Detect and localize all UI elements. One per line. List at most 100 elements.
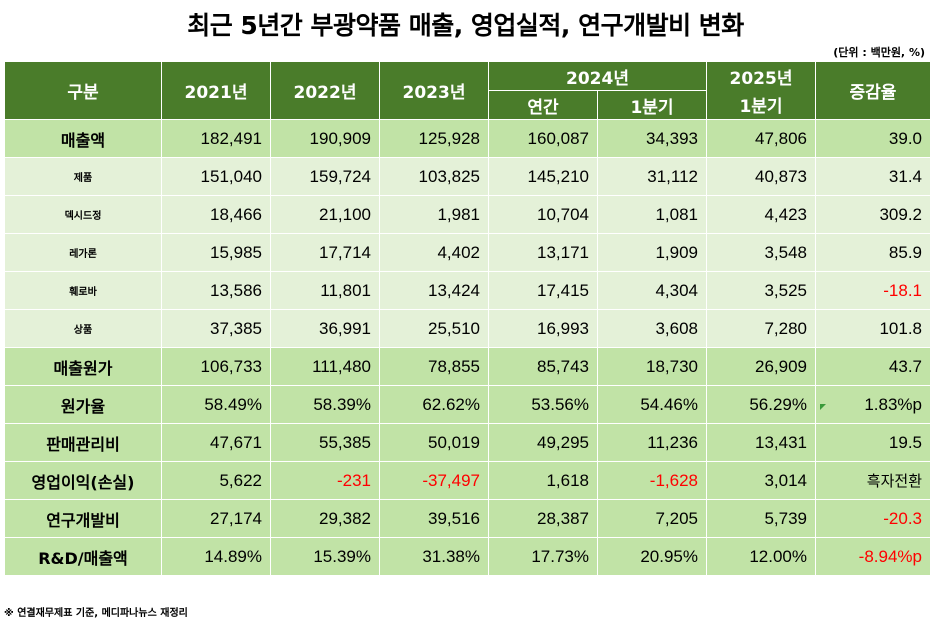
table-cell: 4,402 (379, 233, 489, 272)
table-cell: 16,993 (488, 309, 598, 348)
table-cell: -8.94%p (815, 537, 931, 576)
table-cell: 27,174 (161, 499, 271, 538)
table-cell: 53.56% (488, 385, 598, 424)
table-cell: 17,415 (488, 271, 598, 310)
table-row: 매출원가 106,733 111,480 78,855 85,743 18,730 26,9… (4, 347, 931, 386)
table-cell: 43.7 (815, 347, 931, 386)
table-body: 매출액 182,491 190,909 125,928 160,087 34,393 47,… (4, 119, 931, 576)
table-cell: 40,873 (706, 157, 816, 196)
table-row: 매출액 182,491 190,909 125,928 160,087 34,393 47,… (4, 119, 931, 158)
table-cell: 흑자전환 (815, 461, 931, 500)
table-cell: 13,171 (488, 233, 598, 272)
table-cell: 151,040 (161, 157, 271, 196)
table-cell: 182,491 (161, 119, 271, 158)
table-cell: -37,497 (379, 461, 489, 500)
table-cell: 1,081 (597, 195, 707, 234)
row-label: 레가론 (4, 233, 162, 272)
table-cell: 4,423 (706, 195, 816, 234)
table-cell: 13,424 (379, 271, 489, 310)
table-cell: 125,928 (379, 119, 489, 158)
table-cell: 85.9 (815, 233, 931, 272)
table-cell: 18,730 (597, 347, 707, 386)
table-cell: 101.8 (815, 309, 931, 348)
table-row: 영업이익(손실) 5,622 -231 -37,497 1,618 -1,628 3,014… (4, 461, 931, 500)
header-change: 증감율 (815, 61, 931, 120)
header-2025-q1: 1분기 (706, 90, 816, 120)
table-cell: 145,210 (488, 157, 598, 196)
table-cell: 19.5 (815, 423, 931, 462)
table-cell: 11,236 (597, 423, 707, 462)
table-cell: 58.39% (270, 385, 380, 424)
table-cell: 31.38% (379, 537, 489, 576)
row-label: 상품 (4, 309, 162, 348)
table-cell: -1,628 (597, 461, 707, 500)
table-cell: 5,622 (161, 461, 271, 500)
header-2022: 2022년 (270, 61, 380, 120)
table-row: 판매관리비 47,671 55,385 50,019 49,295 11,236 13,43… (4, 423, 931, 462)
table-cell: 36,991 (270, 309, 380, 348)
table-cell: 7,280 (706, 309, 816, 348)
row-label: 제품 (4, 157, 162, 196)
table-cell: 5,739 (706, 499, 816, 538)
table-cell: 3,548 (706, 233, 816, 272)
header-2023: 2023년 (379, 61, 489, 120)
table-cell: 3,608 (597, 309, 707, 348)
table-cell: 3,014 (706, 461, 816, 500)
footnote: ※ 연결재무제표 기준, 메디파나뉴스 재정리 (4, 608, 188, 619)
table-cell: 15,985 (161, 233, 271, 272)
table-row: R&D/매출액 14.89% 15.39% 31.38% 17.73% 20.95% 12.… (4, 537, 931, 576)
row-label: 연구개발비 (4, 499, 162, 538)
table-cell: 12.00% (706, 537, 816, 576)
row-label: 훼로바 (4, 271, 162, 310)
table-cell: 18,466 (161, 195, 271, 234)
table-cell: 1,618 (488, 461, 598, 500)
cell-comment-marker (820, 404, 826, 410)
table-cell: 31.4 (815, 157, 931, 196)
table-cell: 309.2 (815, 195, 931, 234)
table-cell: 7,205 (597, 499, 707, 538)
table-cell: 1.83%p (815, 385, 931, 424)
row-label: 판매관리비 (4, 423, 162, 462)
page-title: 최근 5년간 부광약품 매출, 영업실적, 연구개발비 변화 (187, 11, 744, 40)
table-cell: 31,112 (597, 157, 707, 196)
table-cell: 13,431 (706, 423, 816, 462)
table-row: 레가론 15,985 17,714 4,402 13,171 1,909 3,548 85.9 (4, 233, 931, 272)
table-cell: 160,087 (488, 119, 598, 158)
table-cell: 111,480 (270, 347, 380, 386)
table-cell: 78,855 (379, 347, 489, 386)
table-cell: 159,724 (270, 157, 380, 196)
table-cell: 3,525 (706, 271, 816, 310)
table-cell: 4,304 (597, 271, 707, 310)
table-row: 제품 151,040 159,724 103,825 145,210 31,112 40,8… (4, 157, 931, 196)
header-2021: 2021년 (161, 61, 271, 120)
table-cell: 47,806 (706, 119, 816, 158)
table-cell: 28,387 (488, 499, 598, 538)
table-cell: 17,714 (270, 233, 380, 272)
table-cell: 20.95% (597, 537, 707, 576)
table-cell: 1,909 (597, 233, 707, 272)
table-cell: 21,100 (270, 195, 380, 234)
table-row: 원가율 58.49% 58.39% 62.62% 53.56% 54.46% 56.29% 1… (4, 385, 931, 424)
table-cell: 17.73% (488, 537, 598, 576)
table-cell: 1,981 (379, 195, 489, 234)
header-2025: 2025년 (706, 61, 816, 91)
table-cell: 85,743 (488, 347, 598, 386)
table-cell: 14.89% (161, 537, 271, 576)
table-cell: 106,733 (161, 347, 271, 386)
table-cell: -231 (270, 461, 380, 500)
row-label: 매출원가 (4, 347, 162, 386)
table-cell: 29,382 (270, 499, 380, 538)
table-cell: -20.3 (815, 499, 931, 538)
row-label: 매출액 (4, 119, 162, 158)
unit-note: (단위 : 백만원, %) (833, 46, 925, 59)
table-cell: 58.49% (161, 385, 271, 424)
table-row: 훼로바 13,586 11,801 13,424 17,415 4,304 3,525 -18… (4, 271, 931, 310)
header-2024-q1: 1분기 (597, 90, 707, 120)
table-cell: 39.0 (815, 119, 931, 158)
financial-table: 구분 2021년 2022년 2023년 2024년 2025년 증감율 연간 … (4, 61, 931, 576)
table-cell: 13,586 (161, 271, 271, 310)
table-cell: 10,704 (488, 195, 598, 234)
table-row: 덱시드정 18,466 21,100 1,981 10,704 1,081 4,423 309… (4, 195, 931, 234)
table-cell: 25,510 (379, 309, 489, 348)
header-2024-annual: 연간 (488, 90, 598, 120)
